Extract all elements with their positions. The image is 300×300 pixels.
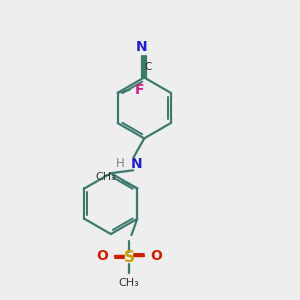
Text: O: O: [96, 249, 108, 263]
Text: C: C: [144, 61, 152, 71]
Text: S: S: [124, 250, 135, 265]
Text: O: O: [150, 249, 162, 263]
Text: CH₃: CH₃: [119, 278, 140, 288]
Text: N: N: [131, 157, 143, 171]
Text: F: F: [135, 83, 144, 97]
Text: CH₃: CH₃: [96, 172, 116, 182]
Text: H: H: [116, 158, 124, 170]
Text: N: N: [136, 40, 148, 54]
